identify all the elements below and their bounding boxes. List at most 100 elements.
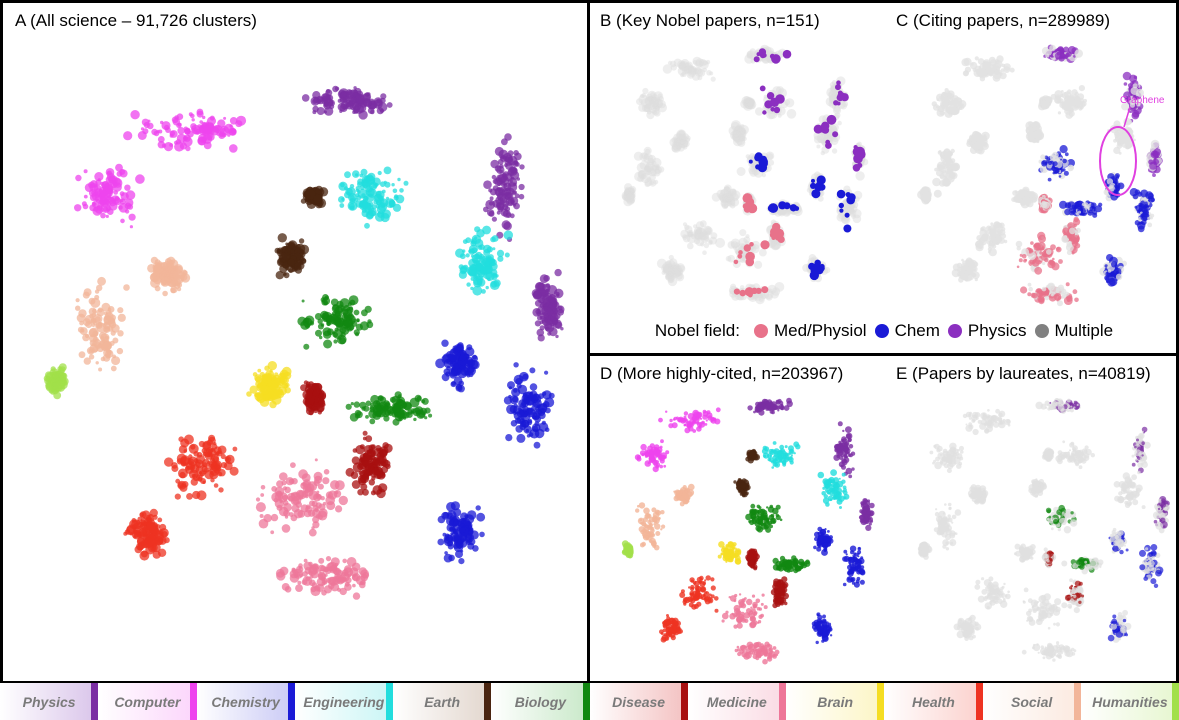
plotA-cluster-1194 [294, 262, 302, 271]
plotA-cluster-1511 [421, 397, 429, 405]
plotA-cluster-1198 [282, 262, 289, 269]
plotA-cluster-641 [365, 193, 375, 203]
plotA-cluster-2402 [95, 361, 99, 365]
plotA-cluster-1762 [281, 524, 291, 533]
plotA-cluster-2400 [104, 316, 109, 320]
plotA-cluster-1978 [311, 582, 318, 588]
plotC-cluster-410 [1057, 111, 1061, 115]
plotA-cluster-2033 [284, 387, 291, 394]
plotA-cluster-643 [361, 193, 366, 198]
plotA-cluster-1516 [359, 401, 367, 409]
plotC-cluster-1049 [1069, 227, 1076, 235]
plotA-cluster-955 [479, 531, 485, 538]
plotA-cluster-1856 [292, 495, 302, 505]
plotA-cluster-1177 [298, 238, 305, 244]
plotB-cluster-975 [653, 179, 659, 185]
plotC-cluster-890 [1062, 168, 1066, 172]
plotA-cluster-1941 [347, 573, 352, 578]
plotA-cluster-1563 [362, 488, 369, 496]
plotC-cluster-404 [1071, 89, 1078, 96]
plotA-cluster-627 [394, 194, 399, 199]
plotA-cluster-483 [547, 331, 552, 336]
plotB-cluster-313 [816, 133, 827, 144]
plotA-cluster-409 [487, 209, 495, 217]
plotA-cluster-217 [106, 189, 112, 195]
plotA-cluster-1844 [314, 458, 318, 462]
plotA-cluster-987 [453, 520, 459, 526]
plotA-cluster-667 [481, 289, 486, 294]
plotA-cluster-754 [503, 230, 513, 240]
plotC-cluster-907 [1041, 160, 1048, 167]
plotA-cluster-167 [92, 206, 102, 216]
plotA-cluster-2084 [283, 371, 292, 380]
plotC-cluster-557 [1135, 204, 1143, 212]
plotC-cluster-909 [1052, 167, 1060, 174]
plotA-cluster-2192 [207, 461, 211, 465]
plotA-cluster-2184 [206, 439, 213, 446]
plotA-cluster-2089 [256, 397, 261, 402]
plotA-cluster-1415 [326, 315, 336, 325]
plotB-cluster-986 [655, 165, 659, 170]
plotA-cluster-2000 [249, 385, 258, 394]
plotC-cluster-399 [1060, 93, 1064, 98]
plotC-cluster-520 [1137, 225, 1145, 233]
plotC-cluster-375 [1078, 85, 1085, 92]
plotB-nobel-paper-37 [825, 142, 832, 149]
plotA-cluster-436 [489, 196, 494, 201]
plotA-cluster-645 [377, 170, 382, 176]
plotA-cluster-849 [522, 408, 527, 413]
plotB-nobel-paper-8 [836, 80, 841, 85]
plotA-cluster-212 [129, 225, 133, 229]
plotC-cluster-627 [1115, 273, 1123, 280]
plotA-cluster-1465 [369, 418, 376, 425]
plotA-cluster-2525 [150, 278, 161, 288]
plotA-cluster-1097 [452, 363, 460, 371]
plotB-cluster-82 [653, 109, 661, 117]
plotA-cluster-431 [513, 190, 517, 195]
plotA-cluster-741 [471, 234, 482, 244]
plotC-cluster-629 [1111, 261, 1118, 268]
plotA-cluster-2616 [43, 375, 50, 382]
plotA-cluster-318 [325, 89, 331, 94]
plotA-cluster-2003 [269, 400, 277, 409]
plotC-cluster-882 [1062, 158, 1067, 164]
plotB-cluster-29 [667, 60, 673, 66]
plotA-cluster-105 [202, 129, 209, 136]
plotA-cluster-1579 [357, 489, 364, 496]
plotC-cluster-978 [1081, 205, 1084, 209]
plotA-cluster-858 [512, 410, 517, 415]
plotA-cluster-1851 [301, 482, 305, 486]
plotA-cluster-1864 [270, 513, 279, 522]
plotA-cluster-548 [542, 283, 551, 292]
plotB-nobel-paper-103 [738, 250, 743, 255]
plotB-nobel-paper-44 [838, 202, 844, 209]
plotA-cluster-79 [229, 144, 238, 153]
plotA-cluster-2372 [100, 356, 106, 362]
plotA-cluster-1645 [365, 435, 373, 443]
plotA-cluster-1406 [327, 328, 334, 336]
plotA-cluster-2377 [78, 351, 86, 359]
plotA-cluster-251 [301, 94, 310, 102]
plotA-cluster-1796 [276, 480, 284, 488]
plotB-cluster-448 [806, 187, 812, 193]
plotC-cluster-1152 [1027, 251, 1037, 260]
plotA-cluster-163 [74, 204, 82, 212]
plotA-cluster-803 [545, 407, 551, 414]
plotA-cluster-679 [504, 252, 510, 258]
plotC-cluster-762 [1034, 126, 1039, 131]
plotA-cluster-1524 [399, 409, 405, 415]
plotA-cluster-1802 [260, 493, 265, 497]
plotB-cluster-89 [638, 103, 647, 112]
plotB-nobel-paper-71 [748, 159, 753, 164]
plotA-cluster-196 [82, 203, 89, 210]
plotC-cluster-115 [932, 104, 940, 111]
plotA-cluster-323 [313, 97, 319, 103]
plotA-cluster-857 [544, 370, 549, 375]
plotA-cluster-2293 [133, 522, 139, 528]
plotA-cluster-1925 [301, 579, 308, 585]
plotA-cluster-1833 [283, 502, 292, 512]
plotB-cluster-896 [708, 239, 713, 244]
plotB-cluster-742 [739, 229, 747, 237]
plotB-cluster-78 [653, 101, 659, 107]
plotA-cluster-702 [472, 285, 483, 296]
